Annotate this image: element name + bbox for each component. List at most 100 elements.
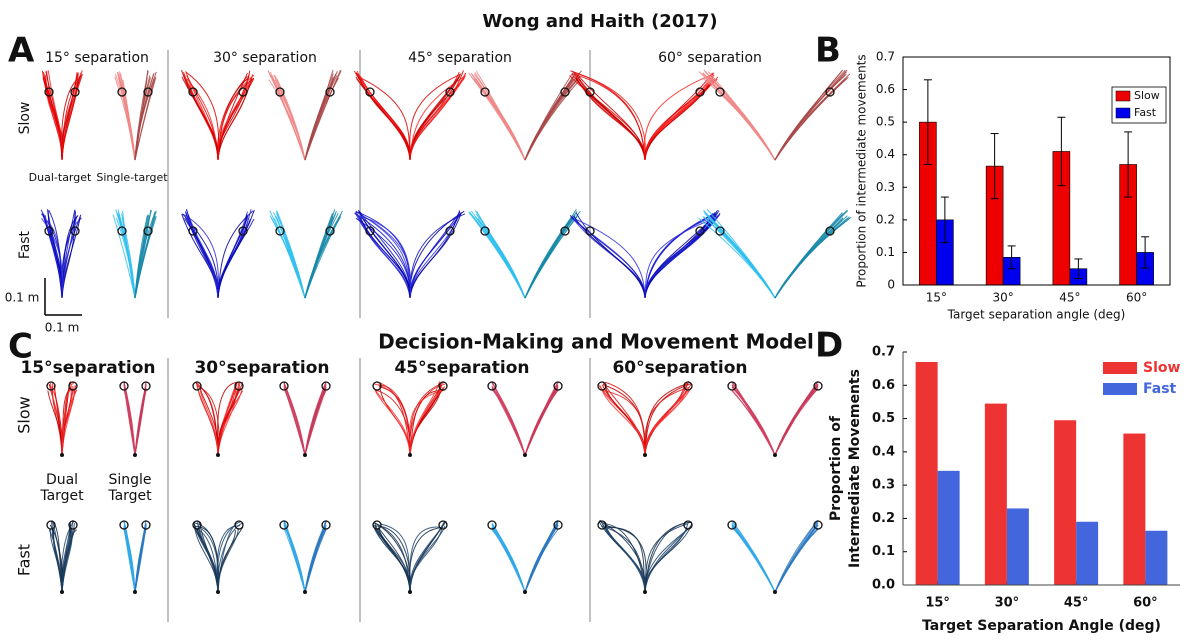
trajectory xyxy=(644,214,721,299)
target xyxy=(560,226,570,236)
start xyxy=(643,453,647,457)
target xyxy=(234,520,244,530)
trajectory xyxy=(217,526,244,593)
trajectory xyxy=(134,389,147,456)
trajectory xyxy=(216,524,237,593)
target xyxy=(825,87,835,97)
legend-swatch xyxy=(1103,383,1137,395)
trajectory xyxy=(524,210,581,299)
trajectory xyxy=(276,211,306,299)
trajectory xyxy=(524,79,574,161)
trajectory xyxy=(469,211,526,299)
target xyxy=(321,381,331,391)
trajectory xyxy=(409,72,467,161)
trajectory xyxy=(268,79,306,161)
trajectory xyxy=(471,214,526,299)
trajectory xyxy=(644,213,714,299)
bar xyxy=(1006,508,1029,585)
start xyxy=(523,590,527,594)
target xyxy=(585,226,595,236)
trajectory xyxy=(355,72,411,161)
trajectory xyxy=(491,528,526,593)
separation-label: 30° separation xyxy=(213,50,317,66)
trajectory xyxy=(707,76,776,161)
trajectory xyxy=(409,520,447,593)
trajectory xyxy=(123,384,136,456)
trajectory xyxy=(217,210,254,299)
trajectory xyxy=(774,388,819,456)
start xyxy=(303,453,307,457)
target xyxy=(238,87,248,97)
trajectory xyxy=(774,77,849,161)
separation-label: 30°separation xyxy=(194,358,329,378)
trajectory xyxy=(600,386,646,456)
trajectory xyxy=(118,74,136,161)
target xyxy=(727,520,737,530)
target xyxy=(445,226,455,236)
y-tick-label: 0.4 xyxy=(876,147,895,161)
trajectory xyxy=(372,525,411,593)
trajectory xyxy=(698,217,776,299)
trajectory xyxy=(731,526,776,593)
trajectory xyxy=(605,525,646,593)
trajectory xyxy=(304,386,327,456)
x-tick-label: 15° xyxy=(926,291,947,305)
trajectory xyxy=(409,390,443,456)
start xyxy=(133,453,137,457)
y-axis-label: Proportion of xyxy=(828,415,844,521)
trajectory xyxy=(599,384,646,456)
trajectory xyxy=(491,528,526,593)
trajectory xyxy=(217,387,241,456)
y-tick-label: 0.3 xyxy=(876,180,895,194)
target xyxy=(188,87,198,97)
target xyxy=(813,520,823,530)
target xyxy=(438,520,448,530)
trajectory xyxy=(491,387,526,456)
trajectory xyxy=(357,209,411,299)
start xyxy=(773,453,777,457)
start xyxy=(773,590,777,594)
trajectory xyxy=(524,524,559,593)
trajectory xyxy=(408,389,446,456)
target xyxy=(597,381,607,391)
target xyxy=(438,381,448,391)
start xyxy=(408,590,412,594)
panel-label: B xyxy=(815,31,841,71)
target xyxy=(192,520,202,530)
condition-label: Target xyxy=(107,488,152,504)
trajectory xyxy=(524,216,578,299)
bar xyxy=(1123,433,1146,585)
y-tick-label: 0.7 xyxy=(872,345,895,360)
target xyxy=(683,381,693,391)
trajectory xyxy=(644,79,714,161)
legend-swatch xyxy=(1115,90,1131,102)
trajectory xyxy=(304,216,341,299)
plot-frame xyxy=(902,56,1171,286)
bar xyxy=(915,361,938,585)
trajectory xyxy=(112,214,136,299)
target xyxy=(487,381,497,391)
trajectory xyxy=(571,216,646,299)
trajectory xyxy=(731,523,776,593)
trajectory xyxy=(703,216,776,299)
legend-swatch xyxy=(1115,107,1131,119)
trajectory xyxy=(409,527,442,593)
trajectory xyxy=(491,386,526,456)
separation-label: 45° separation xyxy=(408,50,512,66)
trajectory xyxy=(217,381,244,456)
trajectory xyxy=(643,73,714,161)
target xyxy=(68,381,78,391)
trajectory xyxy=(304,216,341,299)
target xyxy=(715,87,725,97)
trajectory xyxy=(731,386,776,456)
trajectory xyxy=(702,216,776,299)
trajectory xyxy=(731,385,776,456)
y-tick-label: 0.1 xyxy=(876,245,895,259)
trajectory xyxy=(774,210,849,299)
trajectory xyxy=(524,77,579,161)
target xyxy=(560,87,570,97)
start xyxy=(216,453,220,457)
trajectory xyxy=(273,218,306,299)
legend-label: Fast xyxy=(1134,106,1157,119)
target xyxy=(683,520,693,530)
